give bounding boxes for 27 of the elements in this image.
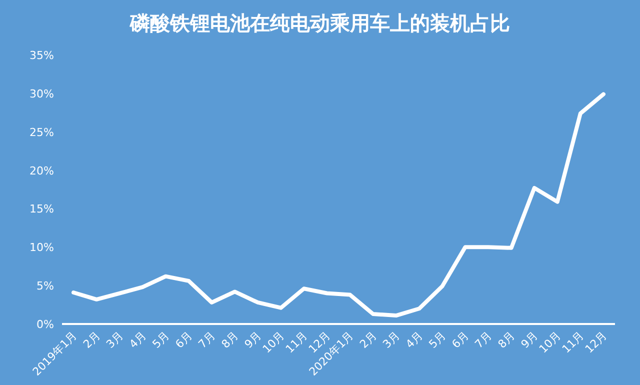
x-tick-label: 2月 — [357, 328, 380, 351]
chart-title: 磷酸铁锂电池在纯电动乘用车上的装机占比 — [129, 11, 510, 35]
y-tick-label: 30% — [30, 87, 54, 100]
line-series — [72, 92, 606, 318]
x-tick-label: 2月 — [80, 328, 103, 351]
x-tick-label: 8月 — [219, 328, 241, 351]
y-tick-label: 0% — [36, 318, 54, 331]
x-tick-label: 4月 — [403, 328, 426, 351]
x-tick-label: 6月 — [172, 328, 195, 351]
x-tick-label: 7月 — [472, 328, 494, 351]
x-tick-label: 9月 — [242, 328, 264, 351]
x-tick-label: 6月 — [449, 328, 472, 351]
y-tick-label: 10% — [30, 241, 54, 254]
y-tick-label: 25% — [30, 126, 54, 139]
y-tick-label: 15% — [30, 202, 54, 216]
x-tick-label: 8月 — [496, 328, 518, 351]
x-tick-label: 12月 — [582, 328, 610, 356]
y-tick-label: 5% — [36, 280, 54, 293]
y-tick-label: 35% — [30, 49, 54, 62]
x-tick-label: 5月 — [150, 328, 172, 351]
x-tick-label: 3月 — [380, 328, 402, 351]
x-tick-label: 3月 — [104, 328, 126, 351]
x-tick-label: 5月 — [426, 328, 448, 351]
x-tick-label: 7月 — [196, 328, 218, 351]
y-tick-label: 20% — [30, 164, 54, 178]
x-tick-label: 9月 — [518, 328, 540, 351]
x-tick-label: 4月 — [126, 328, 149, 351]
